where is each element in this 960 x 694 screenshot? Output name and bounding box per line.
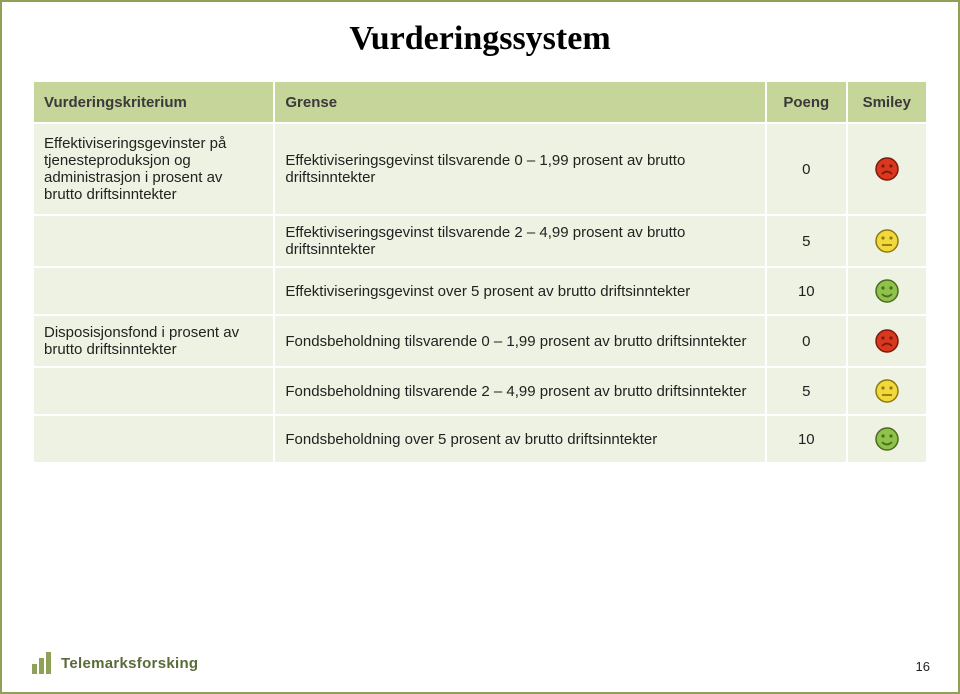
col-points: Poeng xyxy=(766,81,846,123)
col-limit: Grense xyxy=(274,81,766,123)
cell-smiley xyxy=(847,315,927,367)
cell-criterion: Disposisjonsfond i prosent av brutto dri… xyxy=(33,315,274,367)
cell-limit: Effektiviseringsgevinst tilsvarende 0 – … xyxy=(274,123,766,215)
table-row: Effektiviseringsgevinst tilsvarende 2 – … xyxy=(33,215,927,267)
cell-limit: Fondsbeholdning over 5 prosent av brutto… xyxy=(274,415,766,463)
neutral-smiley-icon xyxy=(874,382,900,399)
cell-limit: Fondsbeholdning tilsvarende 2 – 4,99 pro… xyxy=(274,367,766,415)
page-number: 16 xyxy=(916,659,930,674)
cell-points: 5 xyxy=(766,367,846,415)
cell-limit: Effektiviseringsgevinst tilsvarende 2 – … xyxy=(274,215,766,267)
col-criterion: Vurderingskriterium xyxy=(33,81,274,123)
cell-smiley xyxy=(847,215,927,267)
footer-logo: Telemarksforsking xyxy=(32,652,198,674)
sad-smiley-icon xyxy=(874,160,900,177)
happy-smiley-icon xyxy=(874,282,900,299)
happy-smiley-icon xyxy=(874,430,900,447)
cell-criterion xyxy=(33,367,274,415)
neutral-smiley-icon xyxy=(874,232,900,249)
table-body: Effektiviseringsgevinster på tjenestepro… xyxy=(33,123,927,463)
col-smiley: Smiley xyxy=(847,81,927,123)
cell-points: 0 xyxy=(766,315,846,367)
slide: Vurderingssystem Vurderingskriterium Gre… xyxy=(0,0,960,694)
rating-table: Vurderingskriterium Grense Poeng Smiley … xyxy=(32,80,928,464)
table-row: Fondsbeholdning tilsvarende 2 – 4,99 pro… xyxy=(33,367,927,415)
table-row: Fondsbeholdning over 5 prosent av brutto… xyxy=(33,415,927,463)
footer-brand: Telemarksforsking xyxy=(61,655,198,672)
table-row: Effektiviseringsgevinster på tjenestepro… xyxy=(33,123,927,215)
cell-smiley xyxy=(847,267,927,315)
page-title: Vurderingssystem xyxy=(32,20,928,58)
cell-limit: Effektiviseringsgevinst over 5 prosent a… xyxy=(274,267,766,315)
cell-smiley xyxy=(847,415,927,463)
cell-limit: Fondsbeholdning tilsvarende 0 – 1,99 pro… xyxy=(274,315,766,367)
logo-bars-icon xyxy=(32,652,51,674)
cell-points: 0 xyxy=(766,123,846,215)
sad-smiley-icon xyxy=(874,332,900,349)
cell-criterion xyxy=(33,215,274,267)
cell-criterion xyxy=(33,267,274,315)
cell-criterion xyxy=(33,415,274,463)
table-row: Disposisjonsfond i prosent av brutto dri… xyxy=(33,315,927,367)
cell-criterion: Effektiviseringsgevinster på tjenestepro… xyxy=(33,123,274,215)
cell-smiley xyxy=(847,367,927,415)
table-row: Effektiviseringsgevinst over 5 prosent a… xyxy=(33,267,927,315)
cell-points: 10 xyxy=(766,415,846,463)
cell-points: 5 xyxy=(766,215,846,267)
cell-points: 10 xyxy=(766,267,846,315)
cell-smiley xyxy=(847,123,927,215)
table-header-row: Vurderingskriterium Grense Poeng Smiley xyxy=(33,81,927,123)
